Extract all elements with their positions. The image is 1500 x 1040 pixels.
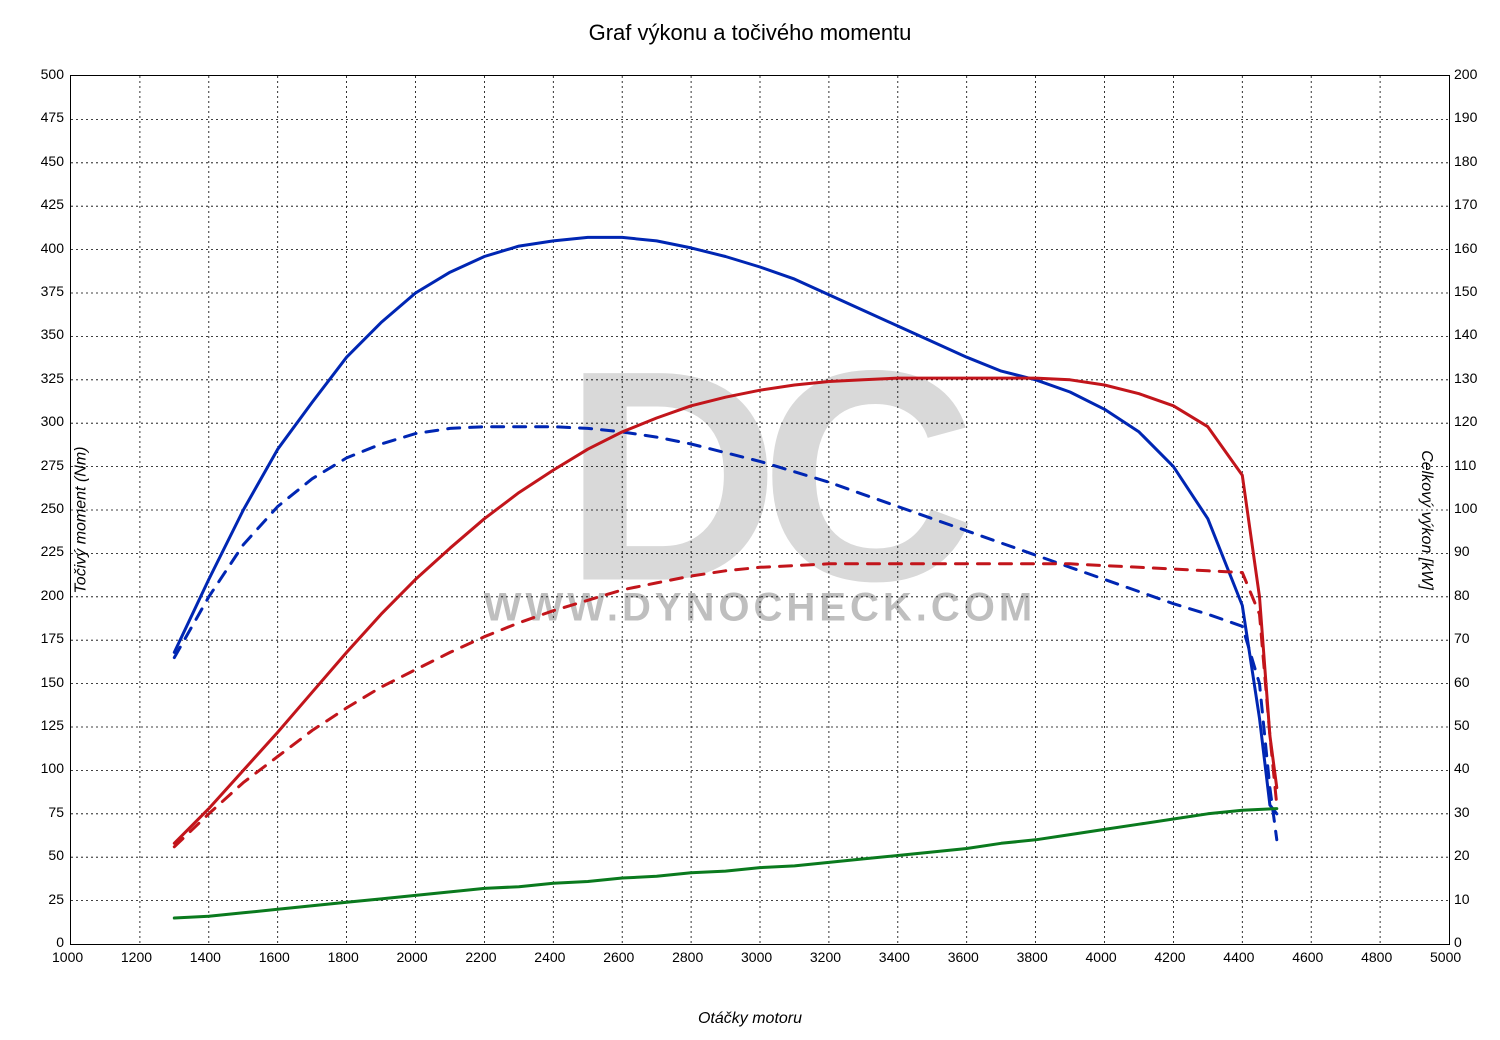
y-right-tick-label: 200 (1454, 66, 1477, 82)
y-right-tick-label: 160 (1454, 240, 1477, 256)
y-left-tick-label: 475 (41, 109, 64, 125)
y-left-tick-label: 225 (41, 543, 64, 559)
y-right-tick-label: 60 (1454, 674, 1470, 690)
y-right-tick-label: 140 (1454, 326, 1477, 342)
x-tick-label: 2200 (465, 949, 496, 965)
x-tick-label: 4400 (1223, 949, 1254, 965)
x-tick-label: 1600 (259, 949, 290, 965)
y-left-tick-label: 275 (41, 457, 64, 473)
y-left-tick-label: 150 (41, 674, 64, 690)
chart-container: Graf výkonu a točivého momentu Točivý mo… (0, 0, 1500, 1040)
y-right-tick-label: 180 (1454, 153, 1477, 169)
x-tick-label: 1000 (52, 949, 83, 965)
y-right-tick-label: 50 (1454, 717, 1470, 733)
y-left-tick-label: 200 (41, 587, 64, 603)
y-right-tick-label: 150 (1454, 283, 1477, 299)
x-tick-label: 2000 (397, 949, 428, 965)
x-tick-label: 3600 (948, 949, 979, 965)
y-left-tick-label: 100 (41, 760, 64, 776)
y-left-tick-label: 350 (41, 326, 64, 342)
y-right-tick-label: 80 (1454, 587, 1470, 603)
series-power_stock (174, 564, 1277, 847)
y-right-tick-label: 30 (1454, 804, 1470, 820)
y-right-tick-label: 120 (1454, 413, 1477, 429)
chart-title: Graf výkonu a točivého momentu (0, 20, 1500, 46)
x-tick-label: 4800 (1361, 949, 1392, 965)
x-axis-label: Otáčky motoru (0, 1010, 1500, 1028)
x-tick-label: 3800 (1017, 949, 1048, 965)
series-torque_stock (174, 427, 1277, 840)
y-right-tick-label: 110 (1454, 457, 1476, 473)
x-tick-label: 3200 (810, 949, 841, 965)
y-left-tick-label: 75 (48, 804, 64, 820)
chart-svg (71, 76, 1449, 944)
x-tick-label: 3400 (879, 949, 910, 965)
x-tick-label: 2400 (534, 949, 565, 965)
y-left-tick-label: 175 (41, 630, 64, 646)
y-left-tick-label: 450 (41, 153, 64, 169)
x-tick-label: 2800 (672, 949, 703, 965)
x-tick-label: 4600 (1292, 949, 1323, 965)
y-right-tick-label: 190 (1454, 109, 1477, 125)
y-left-tick-label: 500 (41, 66, 64, 82)
x-tick-label: 1800 (328, 949, 359, 965)
series-loss_power (174, 809, 1277, 918)
y-left-tick-label: 0 (56, 934, 64, 950)
x-tick-label: 4200 (1154, 949, 1185, 965)
y-left-tick-label: 425 (41, 196, 64, 212)
y-right-tick-label: 100 (1454, 500, 1477, 516)
y-left-tick-label: 125 (41, 717, 64, 733)
plot-area: DC WWW.DYNOCHECK.COM (70, 75, 1450, 945)
y-left-tick-label: 300 (41, 413, 64, 429)
y-right-tick-label: 70 (1454, 630, 1470, 646)
y-right-tick-label: 90 (1454, 543, 1470, 559)
x-tick-label: 4000 (1086, 949, 1117, 965)
y-right-tick-label: 170 (1454, 196, 1477, 212)
y-right-tick-label: 0 (1454, 934, 1462, 950)
y-right-tick-label: 130 (1454, 370, 1477, 386)
x-tick-label: 2600 (603, 949, 634, 965)
y-right-tick-label: 40 (1454, 760, 1470, 776)
x-tick-label: 5000 (1430, 949, 1461, 965)
y-left-tick-label: 375 (41, 283, 64, 299)
y-left-tick-label: 25 (48, 891, 64, 907)
y-left-tick-label: 325 (41, 370, 64, 386)
y-right-tick-label: 10 (1454, 891, 1470, 907)
x-tick-label: 3000 (741, 949, 772, 965)
x-tick-label: 1200 (121, 949, 152, 965)
y-left-tick-label: 50 (48, 847, 64, 863)
y-right-tick-label: 20 (1454, 847, 1470, 863)
y-left-tick-label: 250 (41, 500, 64, 516)
series-power_tuned (174, 378, 1277, 843)
x-tick-label: 1400 (190, 949, 221, 965)
y-left-tick-label: 400 (41, 240, 64, 256)
